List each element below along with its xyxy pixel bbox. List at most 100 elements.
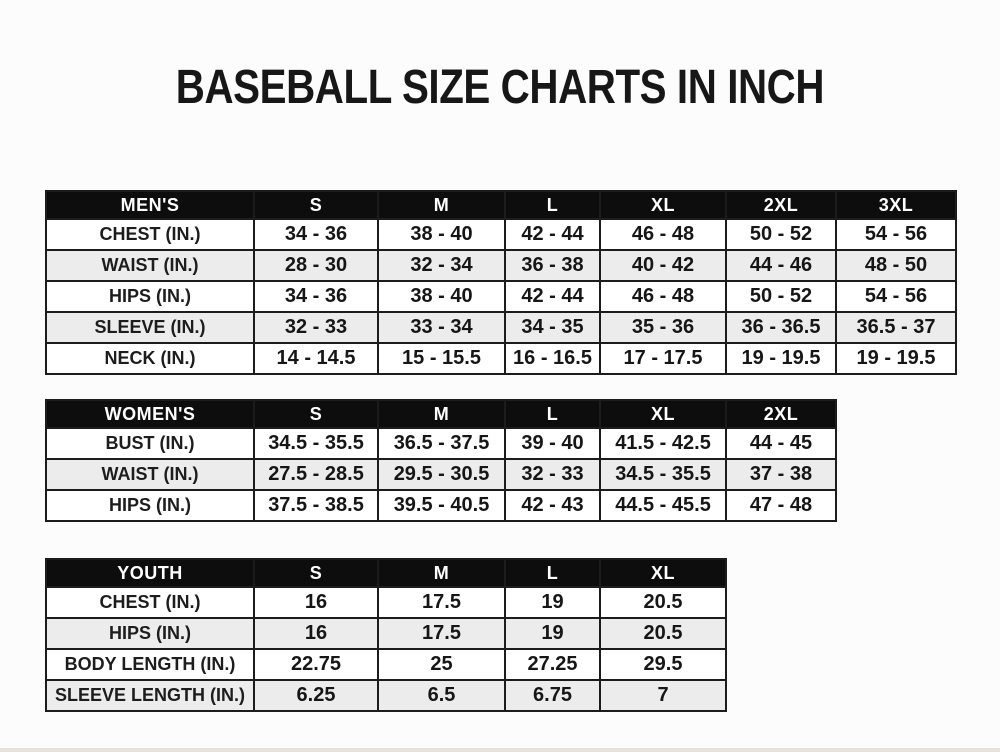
size-value-cell: 36.5 - 37.5 <box>377 427 506 460</box>
measurement-label: BODY LENGTH (IN.) <box>45 648 255 681</box>
size-value-cell: 41.5 - 42.5 <box>599 427 727 460</box>
measurement-row: SLEEVE (IN.) 32 - 33 33 - 34 34 - 35 35 - 36… <box>45 311 957 344</box>
size-value-cell: 54 - 56 <box>835 218 957 251</box>
size-value-cell: 22.75 <box>253 648 379 681</box>
size-column-header: S <box>253 190 379 220</box>
size-value-cell: 15 - 15.5 <box>377 342 506 375</box>
size-value-cell: 6.75 <box>504 679 601 712</box>
measurement-label: WAIST (IN.) <box>45 458 255 491</box>
size-value-cell: 20.5 <box>599 586 727 619</box>
size-column-header: M <box>377 399 506 429</box>
measurement-label: SLEEVE LENGTH (IN.) <box>45 679 255 712</box>
measurement-label: NECK (IN.) <box>45 342 255 375</box>
size-column-header: XL <box>599 558 727 588</box>
size-value-cell: 34.5 - 35.5 <box>253 427 379 460</box>
size-value-cell: 40 - 42 <box>599 249 727 282</box>
measurement-row: HIPS (IN.) 16 17.5 19 20.5 <box>45 617 727 650</box>
size-value-cell: 50 - 52 <box>725 218 837 251</box>
measurement-row: WAIST (IN.) 28 - 30 32 - 34 36 - 38 40 - 42 4… <box>45 249 957 282</box>
youth-header-row: YOUTH S M L XL <box>45 558 727 588</box>
size-value-cell: 54 - 56 <box>835 280 957 313</box>
mens-size-table-container: MEN'S S M L XL 2XL 3XL CHEST (IN.) 34 - 36 38 - 4… <box>45 190 957 375</box>
size-column-header: S <box>253 399 379 429</box>
measurement-label: HIPS (IN.) <box>45 489 255 522</box>
size-value-cell: 6.5 <box>377 679 506 712</box>
size-value-cell: 25 <box>377 648 506 681</box>
size-value-cell: 16 - 16.5 <box>504 342 601 375</box>
size-value-cell: 48 - 50 <box>835 249 957 282</box>
size-value-cell: 32 - 33 <box>253 311 379 344</box>
size-value-cell: 16 <box>253 617 379 650</box>
size-value-cell: 29.5 - 30.5 <box>377 458 506 491</box>
size-value-cell: 19 <box>504 617 601 650</box>
measurement-row: CHEST (IN.) 16 17.5 19 20.5 <box>45 586 727 619</box>
size-value-cell: 44.5 - 45.5 <box>599 489 727 522</box>
womens-size-table: WOMEN'S S M L XL 2XL BUST (IN.) 34.5 - 35.5 36.5… <box>45 399 837 522</box>
size-column-header: 2XL <box>725 399 837 429</box>
size-value-cell: 50 - 52 <box>725 280 837 313</box>
measurement-label: HIPS (IN.) <box>45 617 255 650</box>
size-value-cell: 42 - 43 <box>504 489 601 522</box>
size-value-cell: 42 - 44 <box>504 218 601 251</box>
measurement-row: HIPS (IN.) 37.5 - 38.5 39.5 - 40.5 42 - 43 4… <box>45 489 837 522</box>
youth-group-title: YOUTH <box>45 558 255 588</box>
youth-size-table: YOUTH S M L XL CHEST (IN.) 16 17.5 19 20.5 HIPS (I… <box>45 558 727 712</box>
size-value-cell: 36 - 38 <box>504 249 601 282</box>
size-value-cell: 46 - 48 <box>599 280 727 313</box>
size-value-cell: 35 - 36 <box>599 311 727 344</box>
size-value-cell: 16 <box>253 586 379 619</box>
size-value-cell: 20.5 <box>599 617 727 650</box>
size-value-cell: 38 - 40 <box>377 280 506 313</box>
size-value-cell: 14 - 14.5 <box>253 342 379 375</box>
size-value-cell: 27.25 <box>504 648 601 681</box>
size-value-cell: 42 - 44 <box>504 280 601 313</box>
measurement-label: CHEST (IN.) <box>45 218 255 251</box>
size-column-header: 3XL <box>835 190 957 220</box>
size-column-header: L <box>504 558 601 588</box>
size-value-cell: 6.25 <box>253 679 379 712</box>
size-column-header: L <box>504 190 601 220</box>
measurement-row: WAIST (IN.) 27.5 - 28.5 29.5 - 30.5 32 - 33… <box>45 458 837 491</box>
youth-size-table-container: YOUTH S M L XL CHEST (IN.) 16 17.5 19 20.5 HIPS (I… <box>45 558 727 712</box>
size-column-header: L <box>504 399 601 429</box>
measurement-row: BODY LENGTH (IN.) 22.75 25 27.25 29.5 <box>45 648 727 681</box>
size-column-header: XL <box>599 399 727 429</box>
womens-header-row: WOMEN'S S M L XL 2XL <box>45 399 837 429</box>
size-column-header: M <box>377 190 506 220</box>
size-value-cell: 36 - 36.5 <box>725 311 837 344</box>
size-value-cell: 33 - 34 <box>377 311 506 344</box>
mens-group-title: MEN'S <box>45 190 255 220</box>
measurement-label: HIPS (IN.) <box>45 280 255 313</box>
size-value-cell: 44 - 46 <box>725 249 837 282</box>
size-value-cell: 34.5 - 35.5 <box>599 458 727 491</box>
size-value-cell: 34 - 36 <box>253 280 379 313</box>
measurement-row: BUST (IN.) 34.5 - 35.5 36.5 - 37.5 39 - 40 4… <box>45 427 837 460</box>
womens-group-title: WOMEN'S <box>45 399 255 429</box>
measurement-label: SLEEVE (IN.) <box>45 311 255 344</box>
mens-size-table: MEN'S S M L XL 2XL 3XL CHEST (IN.) 34 - 36 38 - 4… <box>45 190 957 375</box>
size-value-cell: 34 - 35 <box>504 311 601 344</box>
size-value-cell: 37.5 - 38.5 <box>253 489 379 522</box>
size-value-cell: 29.5 <box>599 648 727 681</box>
size-value-cell: 17 - 17.5 <box>599 342 727 375</box>
size-value-cell: 44 - 45 <box>725 427 837 460</box>
measurement-row: CHEST (IN.) 34 - 36 38 - 40 42 - 44 46 - 48 5… <box>45 218 957 251</box>
scan-edge-artifact <box>0 748 1000 752</box>
size-value-cell: 39 - 40 <box>504 427 601 460</box>
size-value-cell: 32 - 34 <box>377 249 506 282</box>
size-value-cell: 7 <box>599 679 727 712</box>
size-value-cell: 28 - 30 <box>253 249 379 282</box>
size-value-cell: 36.5 - 37 <box>835 311 957 344</box>
size-value-cell: 17.5 <box>377 586 506 619</box>
size-value-cell: 27.5 - 28.5 <box>253 458 379 491</box>
measurement-row: HIPS (IN.) 34 - 36 38 - 40 42 - 44 46 - 48 50… <box>45 280 957 313</box>
size-value-cell: 19 - 19.5 <box>835 342 957 375</box>
measurement-row: NECK (IN.) 14 - 14.5 15 - 15.5 16 - 16.5 17 … <box>45 342 957 375</box>
measurement-label: WAIST (IN.) <box>45 249 255 282</box>
size-column-header: XL <box>599 190 727 220</box>
size-value-cell: 37 - 38 <box>725 458 837 491</box>
size-value-cell: 19 <box>504 586 601 619</box>
page-title-text: BASEBALL SIZE CHARTS IN INCH <box>175 61 825 114</box>
size-column-header: S <box>253 558 379 588</box>
size-value-cell: 38 - 40 <box>377 218 506 251</box>
